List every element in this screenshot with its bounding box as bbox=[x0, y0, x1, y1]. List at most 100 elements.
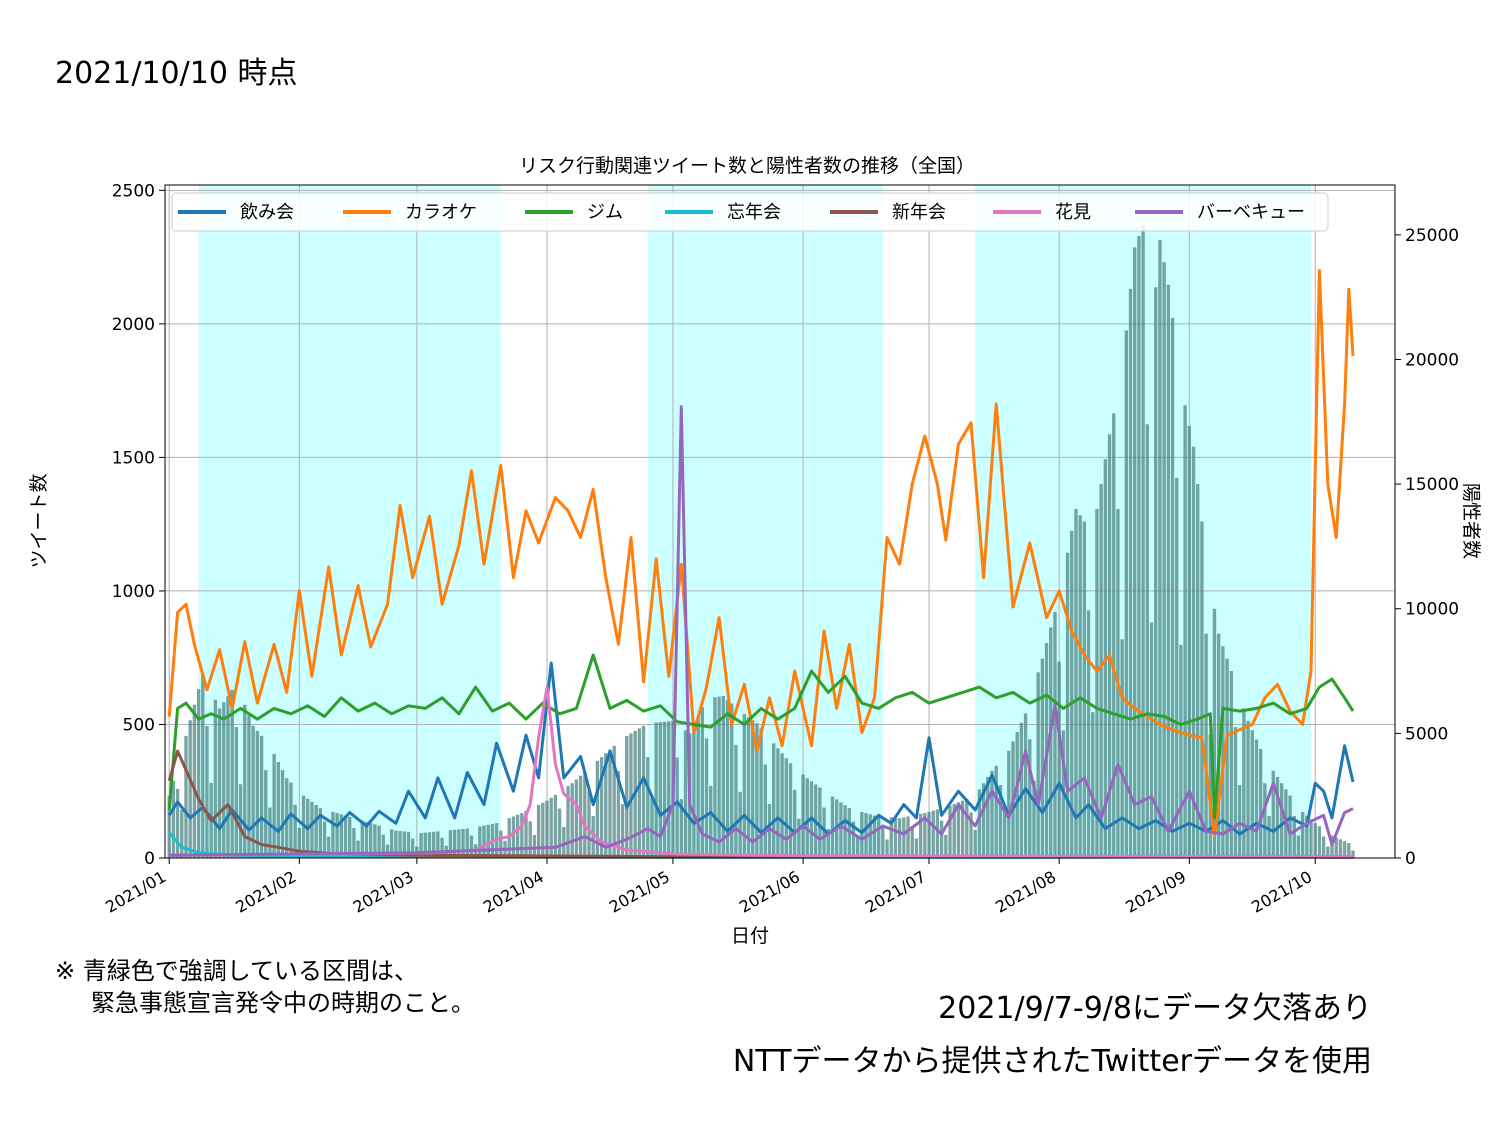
series-line bbox=[167, 749, 1354, 859]
positive-case-bar bbox=[692, 724, 696, 858]
positive-case-bar bbox=[327, 836, 331, 858]
positive-case-bar bbox=[1347, 843, 1351, 858]
positive-case-bar bbox=[620, 804, 625, 858]
positive-case-bar bbox=[465, 828, 469, 858]
positive-case-bar bbox=[683, 730, 688, 858]
positive-case-bar bbox=[637, 728, 642, 858]
slide-title: 2021/10/10 時点 bbox=[55, 56, 298, 91]
positive-case-bar bbox=[1279, 783, 1284, 858]
positive-case-bar bbox=[1237, 785, 1242, 858]
positive-case-bar bbox=[902, 817, 906, 858]
positive-case-bar bbox=[612, 745, 616, 858]
positive-case-bar bbox=[1242, 708, 1246, 858]
positive-case-bar bbox=[784, 758, 788, 858]
legend-label: バーベキュー bbox=[1197, 202, 1305, 223]
positive-case-bar bbox=[751, 720, 755, 858]
positive-case-bar bbox=[709, 785, 713, 858]
positive-case-bar bbox=[893, 817, 898, 858]
x-tick-label: 2021/07 bbox=[862, 867, 929, 917]
legend-label: 花見 bbox=[1055, 202, 1091, 223]
positive-case-bar bbox=[998, 785, 1003, 858]
positive-case-bar bbox=[562, 826, 566, 858]
positive-case-bar bbox=[402, 831, 406, 858]
positive-case-bar bbox=[1137, 236, 1141, 858]
positive-case-bar bbox=[339, 814, 343, 858]
positive-case-bar bbox=[1023, 713, 1028, 858]
positive-case-bar bbox=[1049, 627, 1053, 858]
positive-case-bar bbox=[1254, 739, 1259, 858]
x-tick-label: 2021/04 bbox=[480, 867, 547, 917]
positive-case-bar bbox=[918, 813, 923, 858]
positive-case-bar bbox=[776, 748, 780, 858]
x-tick-label: 2021/03 bbox=[350, 867, 417, 917]
positive-case-bar bbox=[566, 786, 570, 858]
positive-case-bar bbox=[1078, 515, 1082, 858]
positive-case-bar bbox=[234, 727, 239, 858]
positive-case-bar bbox=[310, 801, 314, 858]
positive-case-bar bbox=[1162, 262, 1166, 858]
x-tick-label: 2021/01 bbox=[102, 867, 169, 917]
positive-case-bar bbox=[1338, 839, 1343, 858]
positive-case-bar bbox=[977, 789, 982, 858]
positive-case-bar bbox=[1300, 811, 1305, 858]
positive-case-bar bbox=[469, 835, 474, 858]
positive-case-bar bbox=[1074, 509, 1078, 858]
positive-case-bar bbox=[499, 830, 503, 858]
positive-case-bar bbox=[599, 757, 604, 858]
positive-case-bar bbox=[587, 790, 591, 858]
positive-case-bar bbox=[1275, 776, 1280, 858]
positive-case-bar bbox=[742, 714, 746, 858]
positive-case-bar bbox=[679, 799, 684, 858]
positive-case-bar bbox=[1002, 812, 1007, 858]
positive-case-bar bbox=[1229, 671, 1233, 858]
positive-case-bar bbox=[860, 811, 864, 858]
positive-case-bar bbox=[843, 805, 847, 858]
positive-case-bar bbox=[931, 810, 935, 858]
positive-case-bar bbox=[272, 753, 276, 858]
positive-case-bar bbox=[960, 800, 965, 858]
x-tick-label: 2021/10 bbox=[1248, 867, 1315, 917]
positive-case-bar bbox=[763, 764, 767, 858]
positive-case-bar bbox=[595, 760, 600, 858]
positive-case-bar bbox=[226, 695, 230, 858]
positive-case-bar bbox=[881, 826, 885, 858]
positive-case-bar bbox=[1351, 850, 1355, 858]
positive-case-bar bbox=[222, 702, 226, 858]
x-tick-label: 2021/09 bbox=[1122, 867, 1189, 917]
positive-case-bar bbox=[1145, 424, 1149, 858]
y-axis-label: ツイート数 bbox=[28, 473, 50, 568]
positive-case-bar bbox=[818, 787, 822, 858]
positive-case-bar bbox=[839, 802, 843, 858]
positive-case-bar bbox=[1070, 530, 1074, 858]
positive-case-bar bbox=[541, 802, 545, 858]
positive-case-bar bbox=[767, 804, 772, 858]
positive-case-bar bbox=[772, 743, 776, 858]
y-tick-label: 0 bbox=[144, 849, 155, 869]
positive-case-bar bbox=[725, 699, 730, 858]
y2-axis-label: 陽性者数 bbox=[1460, 483, 1482, 559]
positive-case-bar bbox=[318, 808, 323, 858]
positive-case-bar bbox=[1149, 622, 1154, 858]
positive-case-bar bbox=[482, 825, 486, 858]
positive-case-bar bbox=[625, 735, 629, 858]
positive-case-bar bbox=[616, 771, 621, 858]
positive-case-bar bbox=[923, 813, 927, 858]
positive-case-bar bbox=[364, 821, 369, 858]
positive-case-bar bbox=[520, 813, 524, 858]
positive-case-bar bbox=[348, 816, 352, 858]
positive-case-bar bbox=[1154, 287, 1158, 858]
positive-case-bar bbox=[717, 696, 721, 858]
x-tick-label: 2021/05 bbox=[606, 867, 673, 917]
positive-case-bar bbox=[1007, 750, 1011, 858]
positive-case-bar bbox=[952, 803, 956, 858]
positive-case-bar bbox=[801, 774, 805, 858]
positive-case-bar bbox=[205, 726, 209, 858]
positive-case-bar bbox=[1330, 835, 1334, 858]
series-line bbox=[167, 269, 1355, 839]
positive-case-bar bbox=[1200, 521, 1204, 858]
positive-case-bar bbox=[1082, 521, 1087, 858]
positive-case-bar bbox=[1258, 748, 1263, 858]
positive-case-bar bbox=[461, 828, 465, 858]
positive-case-bar bbox=[524, 811, 528, 858]
positive-case-bar bbox=[654, 722, 658, 858]
